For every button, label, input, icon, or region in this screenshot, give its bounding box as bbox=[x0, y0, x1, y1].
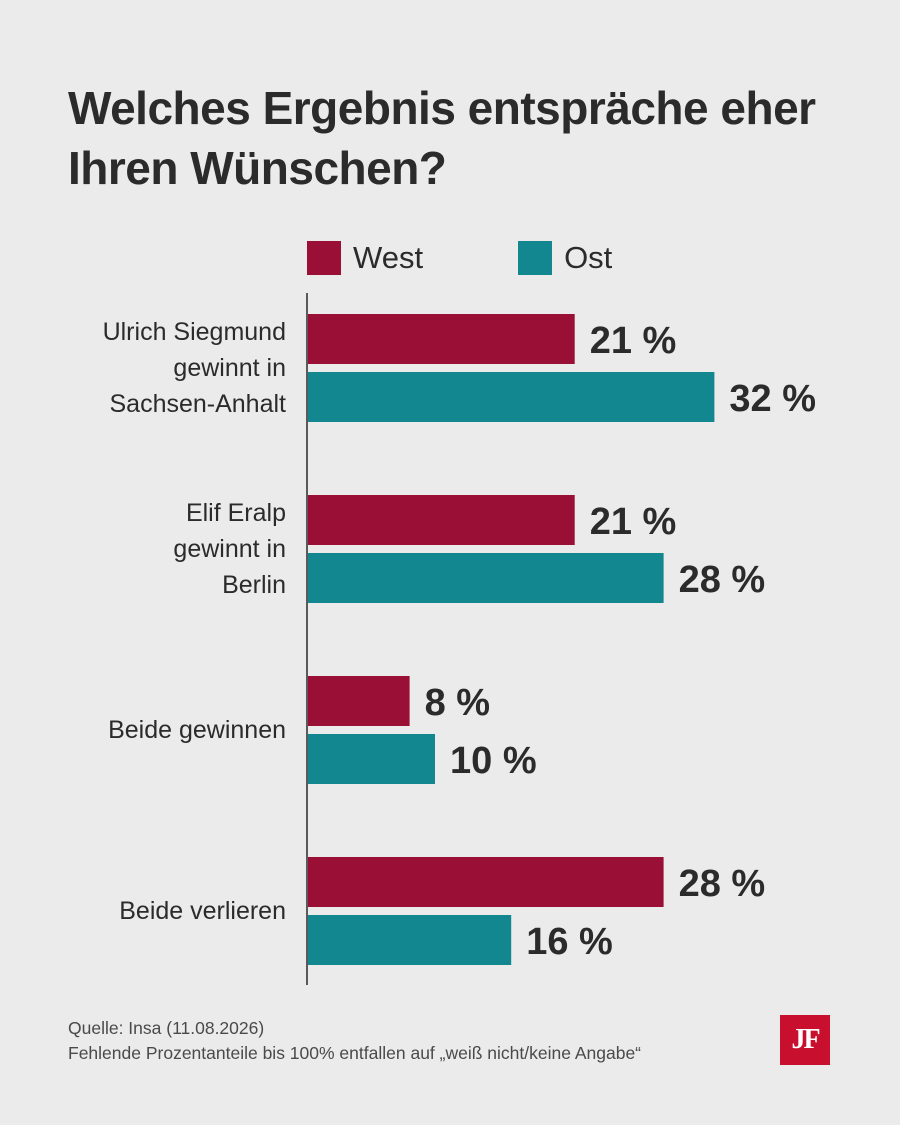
category-label-line: Berlin bbox=[222, 571, 286, 599]
footer: Quelle: Insa (11.08.2026) Fehlende Proze… bbox=[68, 1016, 641, 1066]
footnote-text: Fehlende Prozentanteile bis 100% entfall… bbox=[68, 1043, 642, 1063]
category-label-0: Ulrich Siegmund gewinnt in Sachsen-Anhalt bbox=[26, 314, 286, 422]
source-text: Quelle: Insa (11.08.2026) bbox=[68, 1018, 265, 1038]
legend-item-west: West bbox=[307, 240, 423, 276]
category-label-2: Beide gewinnen bbox=[26, 712, 286, 748]
category-label-line: gewinnt in bbox=[173, 535, 286, 563]
data-label-ost-3: 16 % bbox=[526, 921, 613, 963]
category-label-line: Beide verlieren bbox=[119, 897, 286, 925]
bar-west-0 bbox=[308, 314, 575, 364]
bar-ost-2 bbox=[308, 734, 435, 784]
category-label-line: Ulrich Siegmund bbox=[102, 318, 286, 346]
legend: West Ost bbox=[307, 238, 707, 278]
data-label-ost-2: 10 % bbox=[450, 740, 537, 782]
legend-label-ost: Ost bbox=[564, 240, 613, 275]
bar-west-2 bbox=[308, 676, 410, 726]
bar-ost-0 bbox=[308, 372, 715, 422]
category-label-line: Beide gewinnen bbox=[108, 716, 286, 744]
bar-ost-3 bbox=[308, 915, 512, 965]
category-label-3: Beide verlieren bbox=[26, 893, 286, 929]
bar-west-1 bbox=[308, 495, 575, 545]
data-label-west-2: 8 % bbox=[425, 682, 490, 724]
chart-title: Welches Ergebnis entspräche eher Ihren W… bbox=[68, 82, 816, 194]
category-label-line: Sachsen-Anhalt bbox=[109, 390, 286, 418]
jf-logo: JF bbox=[780, 1015, 830, 1065]
legend-label-west: West bbox=[353, 240, 424, 275]
legend-item-ost: Ost bbox=[518, 240, 612, 276]
legend-swatch-ost bbox=[518, 241, 553, 275]
category-label-line: Elif Eralp bbox=[185, 499, 286, 527]
legend-swatch-west bbox=[307, 241, 341, 275]
data-label-ost-0: 32 % bbox=[729, 378, 816, 420]
data-label-west-1: 21 % bbox=[590, 501, 677, 543]
data-label-west-0: 21 % bbox=[590, 320, 677, 362]
bar-west-3 bbox=[308, 857, 664, 907]
bar-ost-1 bbox=[308, 553, 664, 603]
category-label-1: Elif Eralp gewinnt in Berlin bbox=[26, 495, 286, 603]
data-label-ost-1: 28 % bbox=[679, 559, 766, 601]
data-label-west-3: 28 % bbox=[679, 863, 766, 905]
category-label-line: gewinnt in bbox=[173, 354, 286, 382]
